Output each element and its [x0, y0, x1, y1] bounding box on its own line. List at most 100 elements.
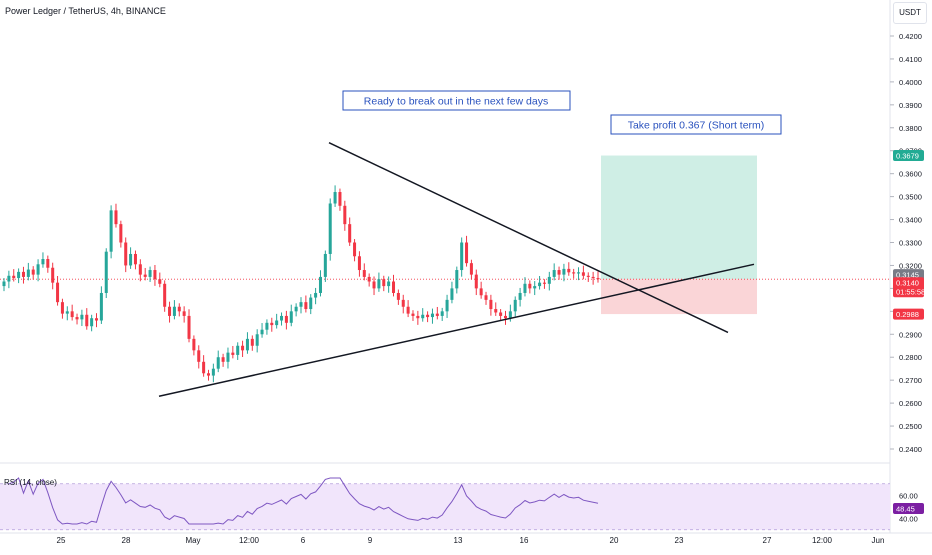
candle-body[interactable] [479, 288, 483, 296]
take-profit-note-box[interactable] [610, 114, 782, 135]
candle-body[interactable] [65, 311, 69, 314]
candle-body[interactable] [177, 306, 181, 312]
candle-body[interactable] [577, 272, 581, 274]
ascending-trendline[interactable] [158, 263, 755, 397]
candle-body[interactable] [197, 350, 201, 362]
candle-body[interactable] [70, 311, 74, 318]
candle-body[interactable] [377, 279, 381, 289]
candle-body[interactable] [567, 268, 571, 273]
candle-body[interactable] [469, 263, 473, 275]
candle-body[interactable] [362, 270, 366, 277]
candle-body[interactable] [562, 268, 566, 275]
candle-body[interactable] [426, 314, 430, 318]
candle-body[interactable] [309, 297, 313, 310]
candle-body[interactable] [260, 329, 264, 335]
candle-body[interactable] [440, 311, 444, 316]
candle-body[interactable] [494, 309, 498, 313]
candle-body[interactable] [90, 318, 94, 327]
candle-body[interactable] [172, 306, 176, 316]
candle-body[interactable] [528, 283, 532, 289]
candle-body[interactable] [338, 192, 342, 206]
currency-button[interactable]: USDT [893, 2, 927, 24]
candle-body[interactable] [460, 242, 464, 271]
candle-body[interactable] [124, 242, 128, 266]
candle-body[interactable] [503, 315, 508, 319]
candle-body[interactable] [202, 361, 206, 374]
candle-body[interactable] [387, 281, 391, 287]
candle-body[interactable] [245, 338, 249, 351]
candle-body[interactable] [489, 299, 493, 310]
candle-body[interactable] [216, 357, 220, 369]
candle-body[interactable] [353, 242, 357, 257]
candle-body[interactable] [231, 352, 235, 355]
candle-body[interactable] [153, 270, 157, 280]
candle-body[interactable] [250, 338, 254, 346]
candle-body[interactable] [187, 315, 191, 339]
candle-body[interactable] [465, 242, 469, 264]
candle-body[interactable] [484, 295, 488, 300]
candle-body[interactable] [226, 352, 230, 362]
candle-body[interactable] [367, 276, 371, 282]
candle-body[interactable] [60, 302, 64, 314]
candle-body[interactable] [542, 282, 546, 284]
candle-body[interactable] [236, 345, 240, 355]
candle-body[interactable] [357, 256, 361, 271]
candle-body[interactable] [99, 292, 103, 321]
candle-body[interactable] [26, 269, 30, 277]
candle-body[interactable] [119, 224, 123, 243]
candle-body[interactable] [294, 306, 298, 312]
candle-body[interactable] [104, 251, 108, 293]
candle-body[interactable] [508, 311, 512, 319]
candle-body[interactable] [270, 322, 274, 326]
candle-body[interactable] [304, 302, 308, 310]
candle-body[interactable] [133, 253, 137, 265]
candle-body[interactable] [382, 279, 386, 287]
candle-body[interactable] [143, 274, 147, 277]
candle-body[interactable] [416, 315, 420, 319]
candle-body[interactable] [299, 302, 303, 307]
candle-body[interactable] [596, 278, 600, 280]
candle-body[interactable] [192, 338, 196, 351]
breakout-note-box[interactable] [342, 90, 571, 111]
candle-body[interactable] [572, 272, 576, 274]
candle-body[interactable] [12, 275, 16, 279]
candle-body[interactable] [314, 292, 318, 298]
candle-body[interactable] [129, 253, 133, 266]
candle-body[interactable] [411, 313, 415, 316]
candle-body[interactable] [581, 272, 585, 276]
candle-body[interactable] [51, 267, 55, 283]
candle-body[interactable] [21, 271, 25, 277]
candle-body[interactable] [474, 274, 478, 289]
candle-body[interactable] [241, 345, 245, 351]
candle-body[interactable] [333, 192, 337, 204]
symbol-title[interactable]: Power Ledger / TetherUS, 4h, BINANCE [5, 6, 166, 16]
candle-body[interactable] [138, 264, 142, 275]
rsi-indicator-label[interactable]: RSI (14, close) [4, 478, 57, 487]
candle-body[interactable] [31, 269, 35, 275]
candle-body[interactable] [56, 282, 60, 303]
candle-body[interactable] [523, 283, 527, 293]
candle-body[interactable] [85, 314, 89, 327]
candle-body[interactable] [450, 288, 454, 300]
candle-body[interactable] [163, 283, 167, 307]
candle-body[interactable] [557, 270, 561, 275]
candle-body[interactable] [109, 210, 113, 252]
candle-body[interactable] [533, 286, 537, 289]
candle-body[interactable] [401, 299, 405, 307]
candle-body[interactable] [94, 318, 99, 321]
candle-body[interactable] [538, 282, 542, 287]
candle-body[interactable] [17, 271, 21, 279]
candle-body[interactable] [158, 279, 162, 284]
candle-body[interactable] [114, 210, 118, 225]
take-profit-zone[interactable] [601, 155, 757, 280]
candle-body[interactable] [206, 373, 211, 376]
candle-body[interactable] [421, 314, 425, 319]
candle-body[interactable] [435, 313, 439, 316]
candle-body[interactable] [513, 299, 517, 312]
candle-body[interactable] [391, 281, 396, 293]
candle-body[interactable] [455, 270, 459, 289]
candle-body[interactable] [591, 276, 595, 279]
candle-body[interactable] [80, 314, 84, 320]
candle-body[interactable] [168, 306, 172, 316]
candle-body[interactable] [396, 292, 400, 300]
